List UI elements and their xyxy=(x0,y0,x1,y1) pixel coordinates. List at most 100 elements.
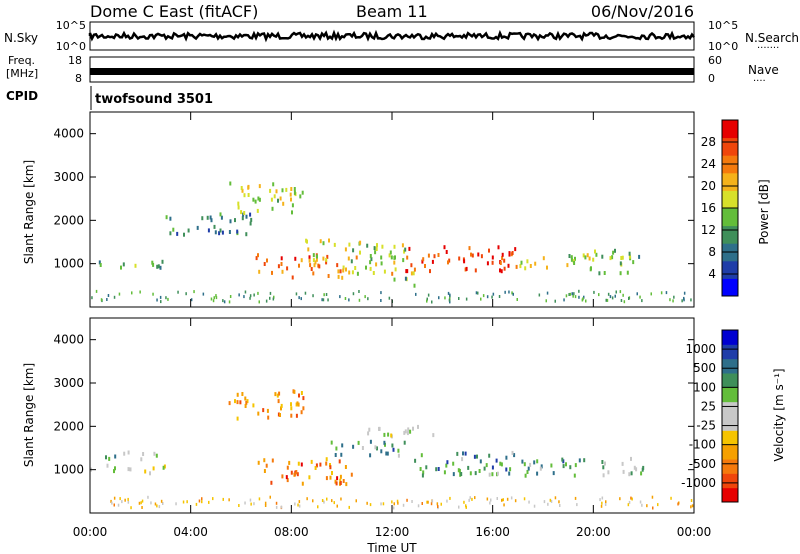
velocity-echo-cell xyxy=(335,446,338,451)
velocity-echo-cell xyxy=(355,499,357,503)
velocity-echo-cell xyxy=(295,470,298,474)
power-echo-cell xyxy=(249,296,251,300)
velocity-echo-cell xyxy=(331,499,333,503)
velocity-echo-cell xyxy=(425,465,428,470)
velocity-echo-cell xyxy=(269,495,271,499)
power-colorbar-tick-label: 8 xyxy=(708,245,716,259)
power-echo-cell xyxy=(241,188,244,193)
power-echo-cell xyxy=(619,271,622,276)
velocity-echo-cell xyxy=(465,504,467,508)
power-echo-cell xyxy=(508,251,511,256)
velocity-echo-cell xyxy=(335,481,338,486)
velocity-echo-cell xyxy=(412,426,414,431)
power-echo-cell xyxy=(573,261,576,265)
velocity-echo-cell xyxy=(527,466,530,471)
velocity-echo-cell xyxy=(479,459,482,464)
power-echo-cell xyxy=(207,228,210,233)
power-echo-cell xyxy=(607,292,610,296)
power-echo-cell xyxy=(277,198,279,203)
velocity-ytick-label: 1000 xyxy=(53,463,84,477)
power-echo-cell xyxy=(498,295,501,298)
power-echo-cell xyxy=(91,296,93,300)
power-echo-cell xyxy=(228,300,231,304)
velocity-echo-cell xyxy=(390,433,393,438)
power-echo-cell xyxy=(257,291,259,295)
velocity-echo-cell xyxy=(280,406,282,411)
velocity-echo-cell xyxy=(280,403,283,408)
power-echo-cell xyxy=(183,232,185,237)
power-echo-cell xyxy=(514,247,517,252)
velocity-echo-cell xyxy=(573,473,576,478)
power-echo-cell xyxy=(546,265,548,270)
power-echo-cell xyxy=(350,259,353,264)
power-echo-cell xyxy=(249,294,252,298)
velocity-echo-cell xyxy=(506,497,509,501)
velocity-background xyxy=(90,318,694,513)
velocity-echo-cell xyxy=(150,501,152,505)
velocity-echo-cell xyxy=(402,503,405,507)
velocity-echo-cell xyxy=(140,501,142,505)
velocity-echo-cell xyxy=(257,411,260,416)
velocity-echo-cell xyxy=(342,479,345,483)
velocity-echo-cell xyxy=(690,499,693,502)
power-echo-cell xyxy=(375,247,378,251)
velocity-echo-cell xyxy=(417,504,420,508)
power-echo-cell xyxy=(313,263,316,268)
velocity-echo-cell xyxy=(621,461,624,466)
freq-label-top: Freq. xyxy=(8,54,35,67)
power-echo-cell xyxy=(569,292,572,296)
power-echo-cell xyxy=(620,299,623,302)
velocity-echo-cell xyxy=(456,451,459,456)
power-echo-cell xyxy=(503,258,506,263)
power-echo-cell xyxy=(348,242,351,247)
power-echo-cell xyxy=(290,197,292,202)
power-echo-cell xyxy=(672,299,674,303)
velocity-echo-cell xyxy=(397,501,399,505)
velocity-colorbar-segment xyxy=(722,487,738,503)
power-echo-cell xyxy=(234,218,236,223)
beam-title: Beam 11 xyxy=(356,2,428,21)
velocity-echo-cell xyxy=(421,473,424,478)
power-echo-cell xyxy=(606,298,609,302)
velocity-echo-cell xyxy=(474,471,477,476)
velocity-echo-cell xyxy=(601,496,604,500)
power-echo-cell xyxy=(249,221,252,226)
power-echo-cell xyxy=(500,269,503,274)
power-echo-cell xyxy=(107,294,110,297)
velocity-echo-cell xyxy=(641,503,643,507)
velocity-echo-cell xyxy=(329,475,332,480)
power-echo-cell xyxy=(201,216,204,221)
power-echo-cell xyxy=(139,290,141,294)
power-echo-cell xyxy=(347,256,350,261)
power-echo-cell xyxy=(623,300,626,304)
power-echo-cell xyxy=(474,268,477,273)
velocity-echo-cell xyxy=(536,459,539,464)
velocity-echo-cell xyxy=(539,466,542,471)
velocity-echo-cell xyxy=(357,440,360,445)
velocity-echo-cell xyxy=(488,472,491,477)
power-echo-cell xyxy=(271,206,274,211)
power-echo-cell xyxy=(449,300,451,304)
power-echo-cell xyxy=(512,292,514,296)
velocity-echo-cell xyxy=(340,497,342,501)
velocity-echo-cell xyxy=(602,465,605,470)
velocity-echo-cell xyxy=(252,403,255,408)
power-echo-cell xyxy=(238,293,240,297)
power-echo-cell xyxy=(408,246,411,251)
velocity-echo-cell xyxy=(631,497,633,501)
power-echo-cell xyxy=(272,182,275,187)
velocity-echo-cell xyxy=(458,468,461,473)
power-colorbar-tick-label: 16 xyxy=(701,201,716,215)
velocity-echo-cell xyxy=(499,461,502,466)
power-echo-cell xyxy=(210,218,213,223)
velocity-echo-cell xyxy=(486,497,489,501)
power-echo-cell xyxy=(621,255,624,260)
velocity-ytick-label: 4000 xyxy=(53,333,84,347)
velocity-echo-cell xyxy=(147,495,149,499)
power-echo-cell xyxy=(364,295,366,299)
power-echo-cell xyxy=(269,188,272,193)
power-echo-cell xyxy=(319,239,322,244)
power-echo-cell xyxy=(210,297,213,301)
velocity-echo-cell xyxy=(325,457,328,462)
power-echo-cell xyxy=(326,254,329,259)
